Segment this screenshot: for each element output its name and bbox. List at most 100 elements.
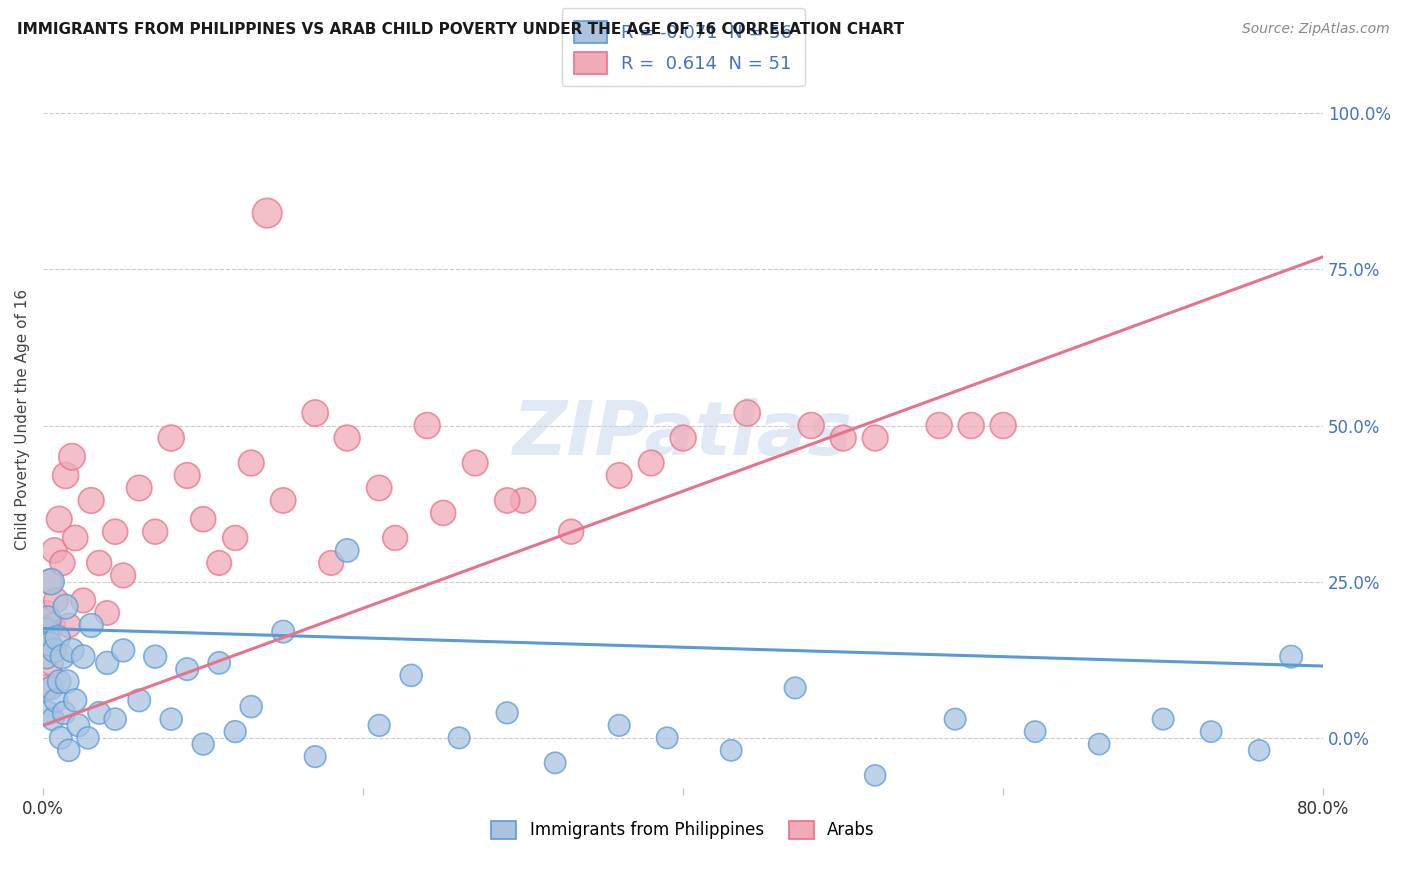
Point (44, 643, 66, 657)
Point (1199, 724, 1222, 739)
Point (42, 618, 65, 632)
Point (657, 731, 679, 745)
Point (45, 693, 67, 707)
Point (56, 674, 79, 689)
Point (368, 481, 391, 495)
Point (37, 612, 59, 626)
Point (67, 718, 90, 732)
Point (960, 418, 983, 433)
Point (112, 568, 135, 582)
Point (193, 737, 215, 751)
Point (48, 674, 70, 689)
Point (321, 556, 343, 570)
Point (89, 706, 111, 720)
Point (240, 699, 263, 714)
Point (1024, 724, 1046, 739)
Point (336, 543, 359, 558)
Point (96, 606, 118, 620)
Point (832, 431, 855, 445)
Point (208, 556, 231, 570)
Point (58, 743, 80, 757)
Point (48, 512, 70, 526)
Point (60, 643, 83, 657)
Point (58, 618, 80, 632)
Point (39, 656, 62, 670)
Point (800, 418, 823, 433)
Point (80, 618, 103, 632)
Point (560, 524, 582, 539)
Point (38, 574, 60, 589)
Point (512, 493, 534, 508)
Point (72, 649, 94, 664)
Point (42, 712, 65, 726)
Point (304, 749, 326, 764)
Point (35, 606, 58, 620)
Point (143, 649, 166, 664)
Legend: Immigrants from Philippines, Arabs: Immigrants from Philippines, Arabs (485, 814, 882, 846)
Point (399, 668, 422, 682)
Point (72, 593, 94, 607)
Point (368, 718, 391, 732)
Point (224, 724, 246, 739)
Point (271, 624, 294, 639)
Point (607, 468, 630, 483)
Point (96, 656, 118, 670)
Point (51, 649, 73, 664)
Point (785, 681, 807, 695)
Point (304, 406, 326, 420)
Point (104, 712, 127, 726)
Point (34, 681, 56, 695)
Point (63, 693, 86, 707)
Point (1152, 712, 1174, 726)
Point (193, 512, 215, 526)
Point (55, 468, 77, 483)
Point (80, 493, 103, 508)
Point (496, 706, 519, 720)
Point (640, 456, 662, 470)
Point (735, 406, 758, 420)
Point (104, 524, 127, 539)
Point (38, 637, 60, 651)
Point (336, 431, 359, 445)
Point (256, 206, 278, 220)
Point (37, 706, 59, 720)
Point (432, 506, 454, 520)
Point (49, 731, 72, 745)
Point (128, 481, 150, 495)
Point (143, 524, 166, 539)
Point (44, 543, 66, 558)
Point (208, 656, 231, 670)
Point (1279, 649, 1302, 664)
Text: IMMIGRANTS FROM PHILIPPINES VS ARAB CHILD POVERTY UNDER THE AGE OF 16 CORRELATIO: IMMIGRANTS FROM PHILIPPINES VS ARAB CHIL… (17, 22, 904, 37)
Point (544, 756, 567, 770)
Point (607, 718, 630, 732)
Point (449, 731, 471, 745)
Point (63, 531, 86, 545)
Point (1249, 743, 1271, 757)
Text: ZIPatlas: ZIPatlas (513, 398, 853, 470)
Point (943, 712, 966, 726)
Point (176, 662, 198, 676)
Point (160, 712, 183, 726)
Point (928, 418, 950, 433)
Point (112, 643, 135, 657)
Point (128, 693, 150, 707)
Point (37, 637, 59, 651)
Point (55, 599, 77, 614)
Point (863, 768, 886, 782)
Point (384, 531, 406, 545)
Text: Source: ZipAtlas.com: Source: ZipAtlas.com (1241, 22, 1389, 37)
Point (34, 624, 56, 639)
Point (53, 706, 76, 720)
Point (39, 681, 62, 695)
Point (240, 456, 263, 470)
Point (224, 531, 246, 545)
Point (271, 493, 294, 508)
Point (176, 468, 198, 483)
Point (45, 593, 67, 607)
Point (464, 456, 486, 470)
Point (77, 731, 100, 745)
Point (89, 556, 111, 570)
Point (1088, 737, 1111, 751)
Point (672, 431, 695, 445)
